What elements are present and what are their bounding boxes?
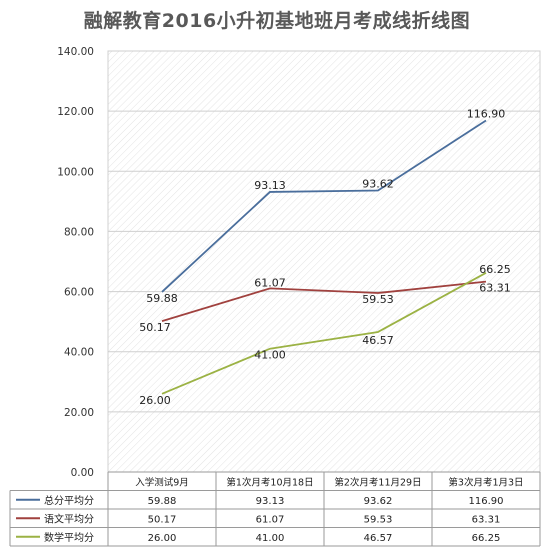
table-cell: 59.88 xyxy=(148,496,177,507)
legend-series-name: 总分平均分 xyxy=(44,494,94,507)
data-label: 41.00 xyxy=(254,349,286,362)
x-category-label: 入学测试9月 xyxy=(135,476,189,488)
table-cell: 59.53 xyxy=(364,514,393,525)
table-cell: 41.00 xyxy=(256,533,285,544)
plot-area xyxy=(107,50,541,473)
table-cell: 93.13 xyxy=(256,496,285,507)
legend-series-name: 语文平均分 xyxy=(44,512,94,525)
x-category-label: 第3次月考1月3日 xyxy=(448,476,523,488)
series-line-2 xyxy=(161,280,487,322)
x-category-label: 第2次月考11月29日 xyxy=(334,476,421,488)
chart-title: 融解教育2016小升初基地班月考成线折线图 xyxy=(83,10,471,32)
y-tick-label: 100.00 xyxy=(57,166,94,178)
table-cell: 50.17 xyxy=(148,514,177,525)
y-tick-label: 60.00 xyxy=(64,287,94,299)
y-tick-label: 140.00 xyxy=(57,46,94,58)
y-tick-label: 120.00 xyxy=(57,106,94,118)
table-cell: 93.62 xyxy=(364,496,393,507)
x-category-label: 第1次月考10月18日 xyxy=(226,476,313,488)
series-line-3 xyxy=(161,271,487,395)
data-label: 61.07 xyxy=(254,276,286,289)
table-cell: 61.07 xyxy=(256,514,285,525)
data-label: 66.25 xyxy=(479,263,511,276)
table-cell: 63.31 xyxy=(472,514,501,525)
data-label: 59.88 xyxy=(146,292,178,305)
series-line-1 xyxy=(161,119,487,293)
data-label: 93.13 xyxy=(254,179,286,192)
data-label: 59.53 xyxy=(362,293,394,306)
legend-series-name: 数学平均分 xyxy=(44,531,94,544)
table-cell: 26.00 xyxy=(148,533,177,544)
data-label: 50.17 xyxy=(139,321,171,334)
y-tick-label: 20.00 xyxy=(64,407,94,419)
y-tick-label: 80.00 xyxy=(64,226,94,238)
table-cell: 46.57 xyxy=(364,533,393,544)
data-label: 93.62 xyxy=(362,177,394,190)
table-cell: 66.25 xyxy=(472,533,501,544)
data-label: 46.57 xyxy=(362,334,394,347)
y-tick-label: 40.00 xyxy=(64,347,94,359)
table-cell: 116.90 xyxy=(469,496,504,507)
data-label: 26.00 xyxy=(139,394,171,407)
y-tick-label: 0.00 xyxy=(71,467,94,479)
data-label: 116.90 xyxy=(467,107,506,120)
data-label: 63.31 xyxy=(479,282,511,295)
